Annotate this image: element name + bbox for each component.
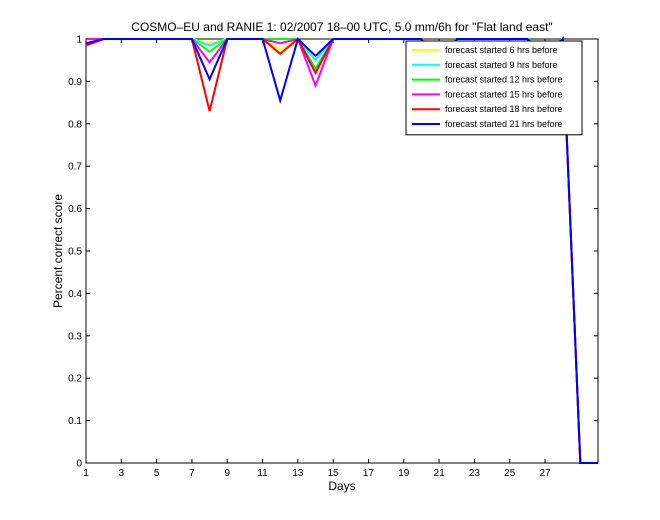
x-tick-label: 5 xyxy=(154,468,160,479)
x-tick-label: 15 xyxy=(328,468,340,479)
chart-title: COSMO–EU and RANIE 1: 02/2007 18–00 UTC,… xyxy=(131,20,552,34)
legend-label: forecast started 15 hrs before xyxy=(445,89,563,99)
x-tick-label: 17 xyxy=(363,468,375,479)
y-tick-label: 0.6 xyxy=(68,204,82,215)
x-tick-label: 27 xyxy=(539,468,551,479)
x-tick-label: 1 xyxy=(83,468,89,479)
legend-label: forecast started 21 hrs before xyxy=(445,119,563,129)
x-tick-label: 13 xyxy=(292,468,304,479)
x-tick-label: 23 xyxy=(469,468,481,479)
y-tick-label: 0 xyxy=(76,459,82,470)
legend-label: forecast started 6 hrs before xyxy=(445,45,558,55)
y-tick-label: 0.9 xyxy=(68,77,82,88)
y-tick-label: 0.3 xyxy=(68,331,82,342)
x-tick-label: 11 xyxy=(257,468,268,479)
y-tick-label: 0.2 xyxy=(68,374,82,385)
x-tick-label: 19 xyxy=(398,468,410,479)
legend-label: forecast started 9 hrs before xyxy=(445,60,558,70)
x-tick-label: 3 xyxy=(119,468,125,479)
legend-label: forecast started 18 hrs before xyxy=(445,104,563,114)
y-tick-label: 0.4 xyxy=(68,289,82,300)
y-axis-label: Percent correct score xyxy=(51,194,65,308)
y-tick-label: 0.1 xyxy=(68,416,82,427)
y-tick-label: 1 xyxy=(76,35,82,46)
series-line-6 xyxy=(85,36,598,464)
x-tick-label: 9 xyxy=(224,468,230,479)
y-tick-label: 0.7 xyxy=(68,162,82,173)
x-tick-label: 21 xyxy=(434,468,446,479)
y-tick-label: 0.8 xyxy=(68,119,82,130)
series-lines xyxy=(85,35,598,464)
legend-label: forecast started 12 hrs before xyxy=(445,75,563,85)
x-axis-label: Days xyxy=(328,479,355,493)
x-tick-label: 25 xyxy=(504,468,516,479)
legend: forecast started 6 hrs before forecast st… xyxy=(405,40,583,136)
x-tick-label: 7 xyxy=(189,468,195,479)
y-tick-label: 0.5 xyxy=(68,247,82,258)
legend-box xyxy=(405,40,583,136)
